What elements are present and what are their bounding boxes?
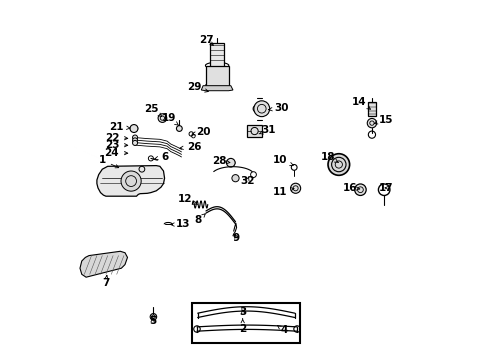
Text: 14: 14	[351, 96, 370, 109]
Bar	[192, 303, 300, 343]
Circle shape	[176, 126, 182, 131]
Polygon shape	[201, 86, 232, 91]
Text: 21: 21	[109, 122, 130, 132]
Text: 4: 4	[277, 325, 287, 336]
Bar	[210, 43, 224, 68]
Text: 30: 30	[268, 103, 288, 113]
Circle shape	[354, 184, 366, 195]
Text: 32: 32	[240, 176, 254, 186]
Text: 23: 23	[104, 140, 127, 150]
Text: 7: 7	[102, 275, 109, 288]
Circle shape	[327, 154, 349, 175]
Text: 5: 5	[149, 316, 156, 327]
Text: 10: 10	[272, 155, 293, 166]
Text: 3: 3	[239, 307, 246, 317]
Circle shape	[121, 171, 141, 191]
Text: 29: 29	[186, 82, 208, 92]
Bar	[247, 125, 261, 137]
Circle shape	[366, 118, 376, 128]
Circle shape	[150, 314, 156, 320]
Circle shape	[158, 114, 166, 122]
Circle shape	[290, 183, 300, 193]
Text: 15: 15	[373, 114, 392, 125]
Text: 19: 19	[162, 113, 179, 126]
Text: 6: 6	[154, 152, 168, 162]
Circle shape	[132, 135, 137, 140]
Text: 28: 28	[212, 156, 229, 166]
Text: 1: 1	[99, 155, 119, 168]
Text: 12: 12	[178, 194, 197, 204]
Text: 9: 9	[232, 233, 239, 243]
Circle shape	[253, 101, 269, 117]
Text: 26: 26	[180, 141, 201, 152]
Text: 25: 25	[144, 104, 162, 117]
Text: 27: 27	[199, 35, 213, 45]
Text: 2: 2	[239, 319, 246, 334]
Text: 16: 16	[342, 183, 359, 193]
Text: 20: 20	[192, 127, 210, 137]
Polygon shape	[97, 166, 164, 196]
Polygon shape	[80, 251, 127, 277]
Circle shape	[226, 158, 235, 167]
Bar	[205, 66, 228, 86]
Circle shape	[231, 175, 239, 182]
Circle shape	[130, 125, 138, 132]
Text: 17: 17	[378, 183, 392, 193]
Text: 8: 8	[194, 214, 205, 225]
Bar	[367, 102, 375, 116]
Circle shape	[132, 138, 137, 143]
Text: 11: 11	[272, 186, 293, 197]
Text: 22: 22	[104, 132, 127, 143]
Text: 31: 31	[259, 125, 276, 135]
Text: 13: 13	[171, 219, 189, 229]
Circle shape	[132, 140, 137, 145]
Text: 24: 24	[104, 148, 127, 158]
Text: 18: 18	[320, 152, 338, 162]
